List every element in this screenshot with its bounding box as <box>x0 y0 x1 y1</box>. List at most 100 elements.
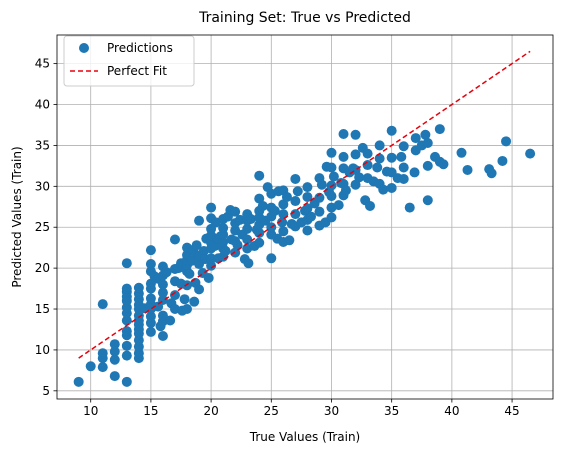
y-tick-label: 20 <box>35 261 50 275</box>
data-point <box>184 268 195 279</box>
x-axis-label: True Values (Train) <box>249 430 360 444</box>
data-point <box>121 350 132 361</box>
data-point <box>97 299 108 310</box>
data-point <box>326 147 337 158</box>
data-point <box>133 282 144 293</box>
data-point <box>372 162 383 173</box>
data-point <box>206 202 217 213</box>
data-point <box>266 253 277 264</box>
data-point <box>161 267 172 278</box>
y-tick-label: 30 <box>35 179 50 193</box>
data-point <box>420 129 431 140</box>
data-point <box>365 200 376 211</box>
data-point <box>326 162 337 173</box>
x-tick-label: 40 <box>444 404 459 418</box>
data-point <box>206 260 217 271</box>
data-point <box>497 155 508 166</box>
data-point <box>121 326 132 337</box>
data-point <box>85 361 96 372</box>
x-tick-label: 20 <box>203 404 218 418</box>
data-point <box>410 133 421 144</box>
data-point <box>97 362 108 373</box>
data-point <box>194 215 205 226</box>
data-point <box>121 340 132 351</box>
legend: Predictions Perfect Fit <box>63 35 195 87</box>
data-point <box>232 240 243 251</box>
data-point <box>386 125 397 136</box>
data-point <box>350 149 361 160</box>
data-point <box>338 151 349 162</box>
data-point <box>340 185 351 196</box>
data-point <box>362 148 373 159</box>
data-point <box>278 209 289 220</box>
chart-title: Training Set: True vs Predicted <box>198 10 411 26</box>
data-point <box>422 160 433 171</box>
data-point <box>157 331 168 342</box>
data-point <box>73 376 84 387</box>
data-point <box>169 234 180 245</box>
x-tick-label: 10 <box>83 404 98 418</box>
data-point <box>302 191 313 202</box>
data-point <box>121 315 132 326</box>
data-point <box>306 211 317 222</box>
data-point <box>284 235 295 246</box>
legend-label-perfect-fit: Perfect Fit <box>107 64 167 78</box>
data-point <box>386 152 397 163</box>
x-tick-label: 25 <box>264 404 279 418</box>
data-point <box>157 287 168 298</box>
data-point <box>386 182 397 193</box>
y-tick-label: 5 <box>42 384 50 398</box>
y-tick-label: 15 <box>35 302 50 316</box>
data-point <box>326 212 337 223</box>
data-point <box>145 245 156 256</box>
data-series <box>73 50 536 387</box>
data-point <box>206 253 217 264</box>
data-point <box>97 348 108 359</box>
data-point <box>220 245 231 256</box>
data-point <box>189 296 200 307</box>
data-point <box>374 153 385 164</box>
data-point <box>145 259 156 270</box>
data-point <box>316 179 327 190</box>
data-point <box>404 202 415 213</box>
data-point <box>109 346 120 357</box>
data-point <box>456 147 467 158</box>
data-point <box>277 217 288 228</box>
data-point <box>254 227 265 238</box>
x-tick-label: 35 <box>384 404 399 418</box>
data-point <box>169 290 180 301</box>
data-point <box>290 209 301 220</box>
data-point <box>191 240 202 251</box>
data-point <box>438 159 449 170</box>
data-point <box>254 170 265 181</box>
y-axis-label: Predicted Values (Train) <box>10 146 24 287</box>
y-tick-label: 45 <box>35 57 50 71</box>
data-point <box>462 164 473 175</box>
y-tick-label: 25 <box>35 220 50 234</box>
data-point <box>501 136 512 147</box>
data-point <box>182 304 193 315</box>
data-point <box>314 206 325 217</box>
data-point <box>218 236 229 247</box>
data-point <box>434 124 445 135</box>
data-point <box>326 191 337 202</box>
data-point <box>121 283 132 294</box>
legend-box <box>63 35 195 87</box>
legend-label-predictions: Predictions <box>107 41 173 55</box>
data-point <box>486 168 497 179</box>
data-point <box>243 258 254 269</box>
data-point <box>109 371 120 382</box>
x-tick-label: 15 <box>143 404 158 418</box>
data-point <box>242 223 253 234</box>
data-point <box>254 237 265 248</box>
data-point <box>328 171 339 182</box>
data-point <box>525 148 536 159</box>
data-point <box>257 200 268 211</box>
data-point <box>378 184 389 195</box>
data-point <box>422 137 433 148</box>
data-point <box>234 214 245 225</box>
data-point <box>362 160 373 171</box>
data-point <box>145 311 156 322</box>
data-point <box>290 196 301 207</box>
